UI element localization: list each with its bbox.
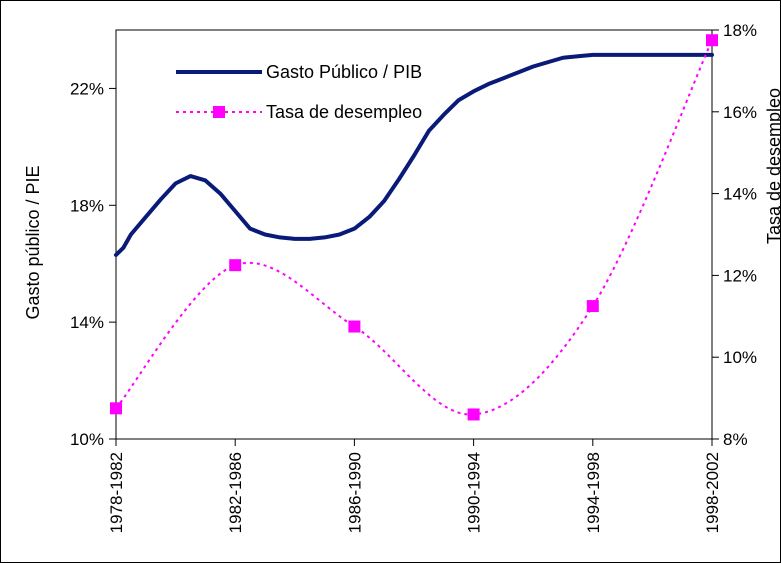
x-tick-label: 1978-1982 <box>107 452 126 533</box>
right-axis: 8% 10% 12% 14% 16% 18% <box>712 21 757 449</box>
series-line-gasto <box>114 52 714 257</box>
legend-marker-desempleo <box>213 106 225 118</box>
data-point-desempleo <box>348 320 361 333</box>
left-axis: 10% 14% 18% 22% <box>70 79 116 449</box>
y-tick-label: 18% <box>70 196 104 215</box>
x-tick-label: 1990-1994 <box>465 452 484 533</box>
x-tick-label: 1998-2002 <box>703 452 722 533</box>
legend-label-gasto: Gasto Público / PIB <box>266 62 422 82</box>
legend: Gasto Público / PIB Tasa de desempleo <box>176 62 422 122</box>
data-point-desempleo <box>229 259 242 272</box>
plot-area <box>115 29 713 440</box>
data-point-desempleo <box>467 408 480 421</box>
data-point-desempleo <box>110 402 122 415</box>
series-line-desempleo <box>115 39 713 416</box>
y2-tick-label: 18% <box>723 21 757 40</box>
y-tick-label: 10% <box>70 430 104 449</box>
x-tick-label: 1986-1990 <box>345 452 364 533</box>
data-point-desempleo <box>706 34 718 47</box>
y-axis-title: Gasto público / PIE <box>23 165 43 319</box>
y-tick-label: 14% <box>70 313 104 332</box>
data-point-desempleo <box>586 300 599 313</box>
series-group <box>110 34 718 421</box>
x-tick-label: 1982-1986 <box>226 452 245 533</box>
y2-tick-label: 10% <box>723 348 757 367</box>
y2-axis-title: Tasa de desempleo <box>764 88 781 244</box>
y2-tick-label: 16% <box>723 103 757 122</box>
y2-tick-label: 14% <box>723 185 757 204</box>
y2-tick-label: 12% <box>723 266 757 285</box>
y2-tick-label: 8% <box>723 430 748 449</box>
x-axis: 1978-1982 1982-1986 1986-1990 1990-1994 1994… <box>107 439 722 533</box>
legend-label-desempleo: Tasa de desempleo <box>266 102 422 122</box>
x-tick-label: 1994-1998 <box>584 452 603 533</box>
y-tick-label: 22% <box>70 79 104 98</box>
